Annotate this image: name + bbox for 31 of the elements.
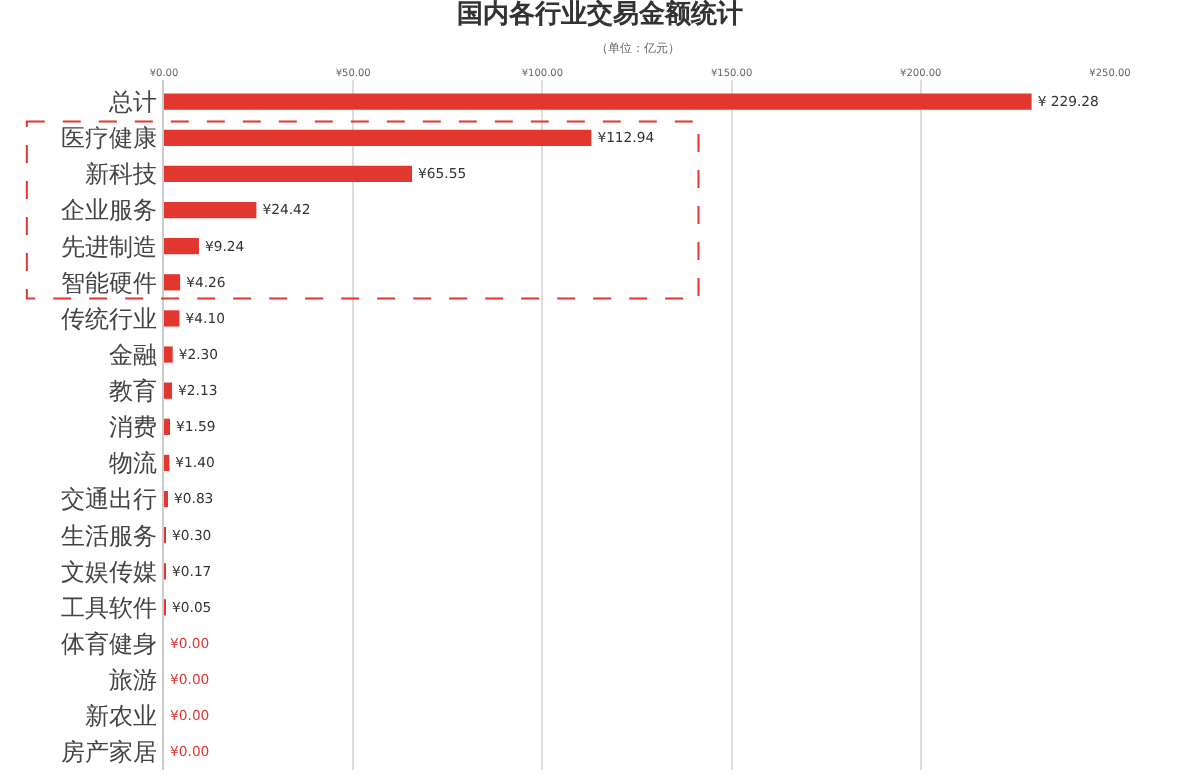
y-tick-label: 新农业 [85,702,158,731]
y-tick-label: 体育健身 [61,629,158,658]
bar [164,346,173,363]
y-tick-label: 交通出行 [61,485,158,514]
bar [164,201,257,219]
y-tick-label: 旅游 [109,666,158,695]
bar [164,310,180,327]
bar [164,165,413,183]
y-tick-label: 教育 [109,377,158,406]
y-tick-label: 企业服务 [61,196,158,225]
bar [164,382,173,399]
bar [164,274,181,291]
y-tick-label: 文娱传媒 [61,557,158,586]
y-tick-label: 物流 [109,449,158,478]
bar [164,418,171,435]
bar [164,129,592,146]
y-tick-label: 智能硬件 [61,268,158,297]
bar [164,238,199,255]
y-tick-label: 金融 [109,340,158,369]
chart-title: 国内各行业交易金额统计 [457,0,743,31]
bar [164,93,1032,110]
bar [164,454,170,472]
y-tick-label: 生活服务 [61,521,158,550]
y-tick-label: 消费 [109,413,158,442]
y-tick-label: 先进制造 [61,232,158,261]
y-tick-label: 工具软件 [61,593,158,622]
y-tick-label: 新科技 [85,160,158,189]
y-tick-label: 传统行业 [61,304,158,333]
y-tick-label: 总计 [107,88,158,117]
y-tick-label: 医疗健康 [61,124,158,153]
y-tick-label: 房产家居 [61,738,158,767]
